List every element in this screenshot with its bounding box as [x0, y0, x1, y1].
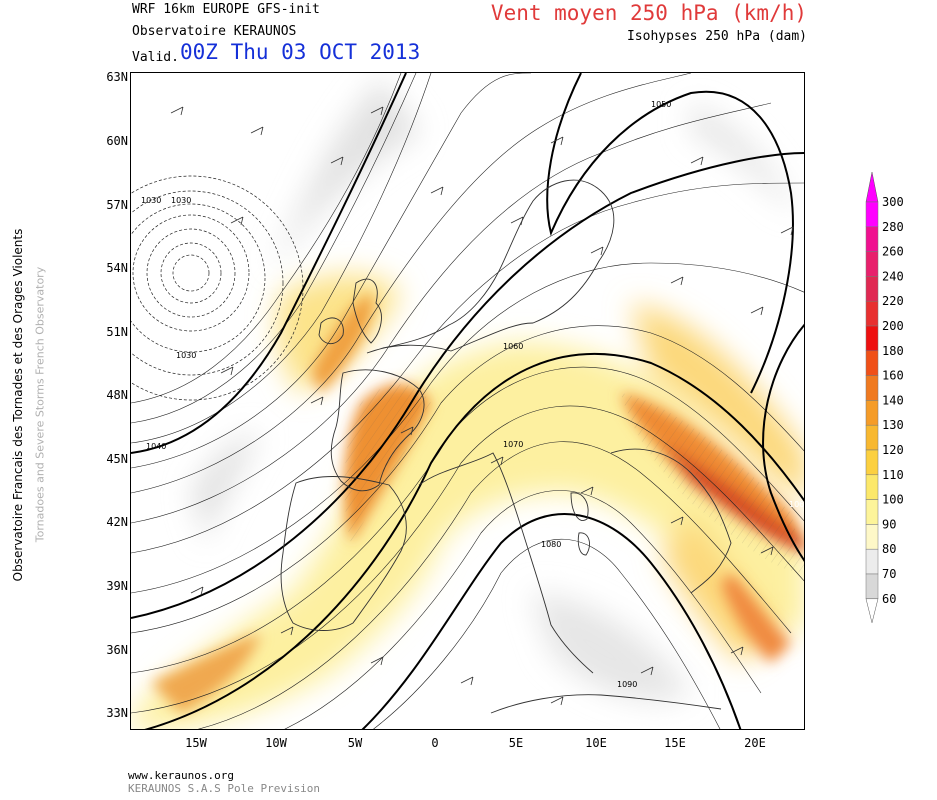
colorbar-level-label: 280 [882, 220, 904, 234]
isohypse-label: 1050 [651, 100, 671, 109]
colorbar-level-label: 140 [882, 393, 904, 407]
isohypse-label: 1030 [176, 351, 196, 360]
colorbar-level-label: 60 [882, 592, 896, 606]
colorbar-level-label: 180 [882, 344, 904, 358]
model-title: WRF 16km EUROPE GFS-init [132, 2, 320, 17]
lon-label: 5E [508, 736, 524, 750]
colorbar-level-label: 160 [882, 369, 904, 383]
footer-url[interactable]: www.keraunos.org [128, 769, 234, 782]
lat-label: 54N [106, 261, 128, 275]
lon-label: 15E [664, 736, 686, 750]
colorbar-level-label: 240 [882, 269, 904, 283]
isohypse-label: 1080 [541, 540, 561, 549]
colorbar-swatch [865, 251, 879, 277]
colorbar-swatch [865, 201, 879, 228]
colorbar-swatch [865, 424, 879, 451]
colorbar-swatch [865, 524, 879, 550]
isohypse-contours [131, 73, 804, 729]
isohypse-major-contours [131, 73, 804, 729]
isohypse-label: 1030 [141, 196, 161, 205]
wind-map: 1030 1030 1030 1040 1050 1060 1070 1080 … [131, 73, 804, 729]
colorbar-top-arrow [865, 171, 879, 203]
colorbar-swatch [865, 548, 879, 575]
colorbar-bottom-arrow [865, 598, 879, 623]
footer-company: KERAUNOS S.A.S Pole Prevision [128, 782, 321, 795]
colorbar-level-label: 80 [882, 542, 896, 556]
lon-label: 5W [347, 736, 363, 750]
lat-label: 42N [106, 515, 128, 529]
colorbar-level-label: 300 [882, 195, 904, 209]
isohypse-label: 106 [789, 500, 804, 509]
colorbar-swatch [865, 474, 879, 500]
colorbar-swatch [865, 449, 879, 476]
lat-label: 57N [106, 198, 128, 212]
lon-label: 20E [744, 736, 766, 750]
colorbar-swatch [865, 325, 879, 352]
lat-label: 39N [106, 579, 128, 593]
colorbar-swatch [865, 276, 879, 302]
lat-label: 33N [106, 706, 128, 720]
colorbar-swatch [865, 300, 879, 327]
colorbar-level-label: 110 [882, 468, 904, 482]
isohypse-label: 1060 [503, 342, 523, 351]
colorbar-level-label: 130 [882, 418, 904, 432]
lat-label: 51N [106, 325, 128, 339]
colorbar-swatch [865, 375, 879, 401]
lat-label: 36N [106, 643, 128, 657]
lon-label: 10E [585, 736, 607, 750]
isohypse-label: 1040 [146, 442, 166, 451]
lat-label: 63N [106, 70, 128, 84]
colorbar-level-label: 120 [882, 443, 904, 457]
lat-label: 60N [106, 134, 128, 148]
colorbar-swatch [865, 499, 879, 525]
isohypse-label: 1030 [171, 196, 191, 205]
colorbar-legend: 300 280 260 240 220 200 180 160 140 130 120 110 100 9… [862, 171, 922, 636]
wind-barbs [170, 106, 794, 706]
colorbar-swatch [865, 400, 879, 426]
colorbar-level-label: 100 [882, 493, 904, 507]
map-panel[interactable]: 1030 1030 1030 1040 1050 1060 1070 1080 … [130, 72, 805, 730]
valid-date: 00Z Thu 03 OCT 2013 [180, 40, 421, 64]
observatory-side-subtext: Tornadoes and Severe Storms French Obser… [33, 266, 47, 543]
colorbar-level-label: 90 [882, 517, 896, 531]
isohypse-label: 1070 [503, 440, 523, 449]
main-title: Vent moyen 250 hPa (km/h) [490, 1, 807, 25]
colorbar-level-label: 220 [882, 294, 904, 308]
colorbar-level-label: 260 [882, 245, 904, 259]
lon-label: 10W [265, 736, 287, 750]
colorbar-swatch [865, 573, 879, 600]
lon-label: 0 [431, 736, 439, 750]
lon-label: 15W [185, 736, 207, 750]
colorbar-level-label: 70 [882, 567, 896, 581]
colorbar-swatch [865, 226, 879, 252]
organization-name: Observatoire KERAUNOS [132, 24, 297, 39]
observatory-side-text: Observatoire Francais des Tornades et de… [11, 228, 25, 582]
colorbar-level-label: 200 [882, 319, 904, 333]
lat-label: 48N [106, 388, 128, 402]
lat-label: 45N [106, 452, 128, 466]
valid-label: Valid. [132, 50, 179, 65]
colorbar-scale: 300 280 260 240 220 200 180 160 140 130 120 110 100 9… [865, 171, 904, 623]
sub-title: Isohypses 250 hPa (dam) [626, 29, 807, 44]
low-pressure-rings [131, 175, 304, 401]
coastlines [280, 179, 732, 714]
isohypse-label: 1090 [617, 680, 637, 689]
colorbar-swatch [865, 350, 879, 376]
